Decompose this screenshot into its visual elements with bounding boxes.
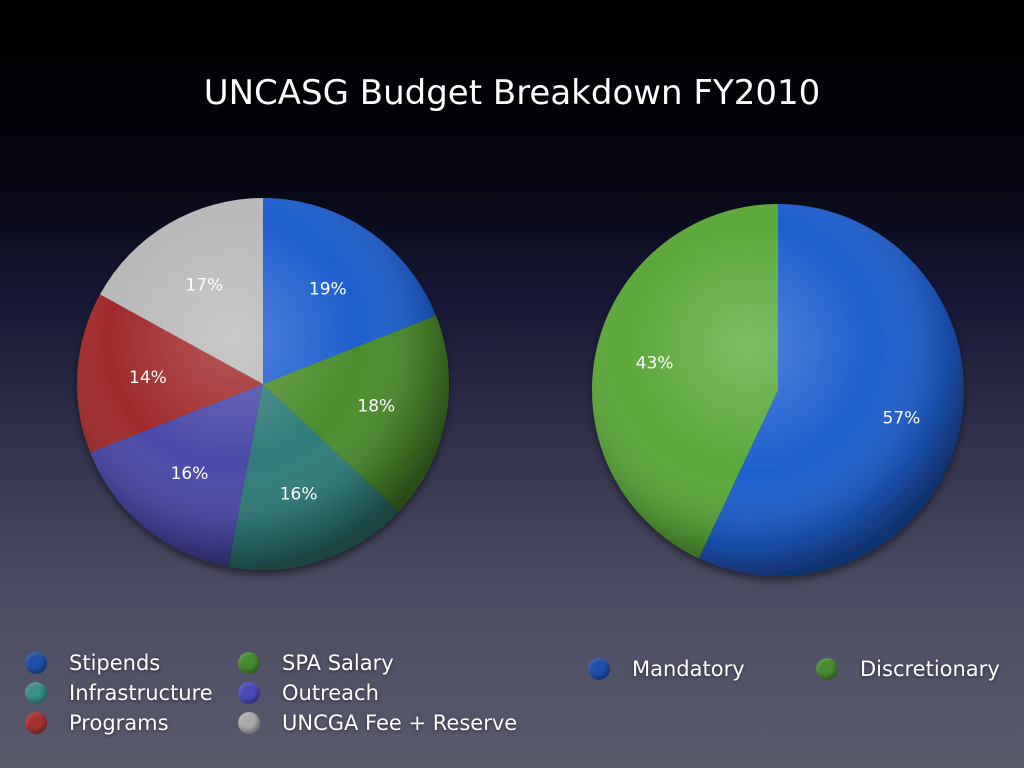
legend-label-infrastructure: Infrastructure [69, 681, 213, 705]
legend-label-spa-salary: SPA Salary [282, 651, 394, 675]
budget-category-pie: 19% 18% 16% 16% 14% 17% [77, 198, 449, 570]
legend-swatch-stipends [25, 652, 47, 674]
legend-swatch-uncga-fee-reserve [238, 712, 260, 734]
pie-shading [592, 204, 964, 576]
pie-label-spa-salary: 18% [357, 397, 395, 417]
pie-label-mandatory: 57% [883, 409, 921, 429]
pie-label-stipends: 19% [309, 280, 347, 300]
legend-label-stipends: Stipends [69, 651, 161, 675]
legend-label-programs: Programs [69, 711, 169, 735]
pie-label-programs: 14% [129, 368, 167, 388]
pie-shading [77, 198, 449, 570]
pie-label-outreach: 16% [171, 464, 209, 484]
legend-swatch-discretionary [816, 658, 838, 680]
legend-label-mandatory: Mandatory [632, 657, 745, 681]
pie-label-infrastructure: 16% [280, 485, 318, 505]
legend-swatch-spa-salary [238, 652, 260, 674]
legend-label-discretionary: Discretionary [860, 657, 1000, 681]
pie-label-discretionary: 43% [636, 353, 674, 373]
legend-swatch-infrastructure [25, 682, 47, 704]
legend-label-uncga-fee-reserve: UNCGA Fee + Reserve [282, 711, 518, 735]
legend-swatch-mandatory [588, 658, 610, 680]
legend-label-outreach: Outreach [282, 681, 379, 705]
legend-swatch-programs [25, 712, 47, 734]
slide-title: UNCASG Budget Breakdown FY2010 [203, 73, 821, 113]
mandatory-discretionary-pie: 57% 43% [591, 204, 964, 576]
legend-swatch-outreach [238, 682, 260, 704]
pie-label-uncga-fee-reserve: 17% [185, 276, 223, 296]
